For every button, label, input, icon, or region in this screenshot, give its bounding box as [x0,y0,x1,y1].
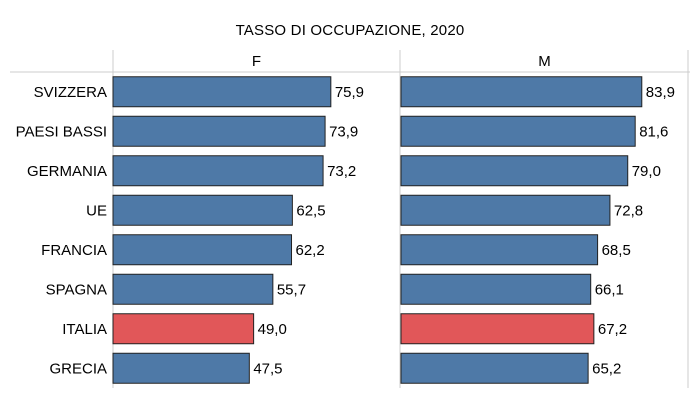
data-label: 62,2 [296,242,325,259]
category-axis: SVIZZERA PAESI BASSI GERMANIA UE FRANCIA SPAG… [16,84,107,378]
data-label: 66,1 [595,281,624,298]
bar [112,313,255,345]
data-label: 55,7 [277,281,306,298]
bar [112,115,326,147]
chart-panels: F 75,9 73,9 73,2 62,5 62,2 55,7 49,0 47,5 M 83,9 81… [112,53,675,384]
bar [112,155,324,187]
data-label: 79,0 [632,163,661,180]
category-label: UE [86,202,107,219]
bar [112,194,293,226]
panel-f: F 75,9 73,9 73,2 62,5 62,2 55,7 49,0 47,5 [112,53,364,384]
data-label: 72,8 [614,202,643,219]
data-label: 75,9 [335,84,364,101]
bar [112,352,250,384]
chart-title: TASSO DI OCCUPAZIONE, 2020 [236,22,465,39]
data-label: 62,5 [296,202,325,219]
category-label: SVIZZERA [34,84,107,101]
panel-header: M [538,53,551,70]
data-label: 83,9 [646,84,675,101]
bar [400,115,636,147]
bar [400,155,629,187]
bar [112,234,293,266]
category-label: PAESI BASSI [16,123,107,140]
bar [400,313,595,345]
bar [400,273,592,305]
category-label: GRECIA [49,360,107,377]
category-label: ITALIA [62,321,107,338]
category-label: FRANCIA [41,242,107,259]
bar [400,234,599,266]
bar [112,273,274,305]
data-label: 68,5 [602,242,631,259]
data-label: 67,2 [598,321,627,338]
category-label: GERMANIA [27,163,107,180]
panel-header: F [252,53,261,70]
data-label: 73,2 [327,163,356,180]
bar [400,352,589,384]
bar [112,76,332,108]
data-label: 65,2 [592,360,621,377]
bar [400,76,643,108]
data-label: 73,9 [329,123,358,140]
panel-m: M 83,9 81,6 79,0 72,8 68,5 66,1 67,2 65,2 [400,53,675,384]
data-label: 81,6 [639,123,668,140]
data-label: 47,5 [253,360,282,377]
bar [400,194,611,226]
data-label: 49,0 [258,321,287,338]
category-label: SPAGNA [46,281,107,298]
